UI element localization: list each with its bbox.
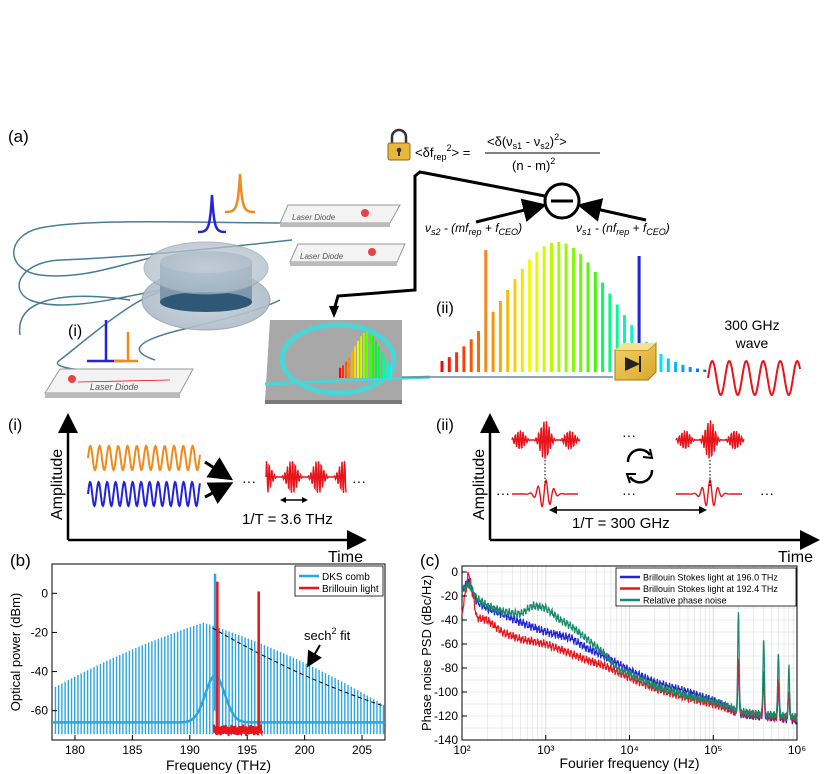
plot-frame-b <box>51 563 386 741</box>
laser-diode-1: Laser Diode <box>279 204 401 227</box>
legend-b <box>294 565 384 597</box>
fiber-spool <box>141 241 271 331</box>
x-tick-label-b: 200 <box>295 743 315 757</box>
x-tick-label-c: 10² <box>453 743 470 757</box>
x-tick-label-b: 185 <box>122 743 142 757</box>
sub-ii-dots-2: ··· <box>622 427 636 443</box>
sub-i-dots-left: ··· <box>242 473 256 489</box>
wave-label-2: wave <box>735 335 769 351</box>
sech-fit-line <box>212 627 382 706</box>
legend-label-c: Brillouin Stokes light at 192.4 THz <box>643 584 778 594</box>
y-tick-label-b: -60 <box>31 704 49 718</box>
thz-wave <box>707 360 801 396</box>
chart-b: 180 185 190 195 200 205 0 -20 -40 -60 Frequency (T… <box>8 551 386 773</box>
x-tick-label-b: 195 <box>237 743 257 757</box>
lock-icon <box>387 128 411 161</box>
microresonator-chip <box>264 320 431 404</box>
x-axis-label-c: Fourier frequency (Hz) <box>559 755 699 771</box>
subtractor-icon <box>543 182 581 220</box>
sub-ii-dots-3: ··· <box>622 485 636 501</box>
orange-sine-wave <box>87 444 201 472</box>
x-tick-label-c: 10⁵ <box>704 743 722 757</box>
laser-diode-3: Laser Diode <box>44 368 194 398</box>
legend-c <box>615 567 797 607</box>
x-tick-label-b: 190 <box>180 743 200 757</box>
y-tick-label-c: 0 <box>451 565 458 579</box>
beat-waveform-i <box>265 461 347 493</box>
feedback-path <box>332 170 546 311</box>
wave-label-1: 300 GHz <box>724 317 779 333</box>
series-line-c <box>461 578 798 725</box>
x-tick-label-b: 205 <box>352 743 372 757</box>
sub-i-ylabel: Amplitude <box>49 449 66 520</box>
microwave-pulse-right <box>676 478 742 507</box>
y-tick-label-c: -40 <box>441 613 459 627</box>
sub-ii-ylabel: Amplitude <box>471 449 488 520</box>
sub-i-dots-right: ··· <box>352 473 366 489</box>
blue-sine-wave <box>87 480 201 508</box>
orange-laser-line <box>224 173 256 214</box>
sub-i-period: 1/T = 3.6 THz <box>242 511 333 528</box>
y-tick-label-c: -80 <box>441 661 459 675</box>
y-tick-label-c: -100 <box>434 685 458 699</box>
sub-ii-dots-1: ··· <box>496 485 510 501</box>
svg-text:(n - m)2: (n - m)2 <box>512 156 555 173</box>
brillouin-floor <box>212 723 264 737</box>
panel-b-label: (b) <box>10 551 31 570</box>
svg-text:<δ(νs1 - νs2)2>: <δ(νs1 - νs2)2> <box>487 132 567 151</box>
y-tick-label-b: -20 <box>31 625 49 639</box>
svg-text:Laser Diode: Laser Diode <box>292 213 336 222</box>
svg-text:<δfrep2> =: <δfrep2> = <box>415 143 470 162</box>
x-tick-label-c: 10⁶ <box>788 743 806 757</box>
panel-c-label: (c) <box>420 551 440 570</box>
y-tick-label-c: -120 <box>434 709 458 723</box>
chart-c: 10² 10³ 10⁴ 10⁵ 10⁶ 0 -20 -40 -60 -80 -100 -120 -140… <box>419 551 806 771</box>
laser-diode-2: Laser Diode <box>289 243 406 266</box>
sub-ii-dots-4: ··· <box>760 485 774 501</box>
blue-laser-line <box>197 194 227 234</box>
legend-label-c: Relative phase noise <box>643 596 727 606</box>
annotation-arrow <box>306 644 322 668</box>
optical-pulse-left <box>511 421 581 459</box>
y-axis-label-b: Optical power (dBm) <box>8 593 23 711</box>
marker-ii-a: (ii) <box>436 300 454 317</box>
y-tick-label-c: -60 <box>441 637 459 651</box>
sech-fit-annotation: sech2 fit <box>304 626 351 643</box>
series-line-c <box>461 581 798 723</box>
chip-comb-lines <box>339 332 392 378</box>
x-tick-label-c: 10³ <box>537 743 554 757</box>
right-beat-label: νs1 - (nfrep + fCEO) <box>576 221 670 237</box>
comb-spectrum <box>440 242 707 372</box>
photodiode-icon <box>614 341 657 381</box>
svg-text:Laser Diode: Laser Diode <box>300 252 344 261</box>
optical-pulse-right <box>675 420 745 459</box>
x-tick-label-c: 10⁴ <box>620 743 639 757</box>
repetition-rate-formula: <δfrep2> = <δ(νs1 - νs2)2> (n - m)2 <box>415 132 600 173</box>
marker-i-a: (i) <box>68 323 82 340</box>
microwave-pulse-left <box>512 478 578 508</box>
left-beat-label: νs2 - (mfrep + fCEO) <box>425 221 522 237</box>
y-tick-label-b: 0 <box>41 586 48 600</box>
panel-a-label: (a) <box>8 127 29 146</box>
sub-ii-period: 1/T = 300 GHz <box>572 515 670 532</box>
sub-ii-label: (ii) <box>436 417 454 434</box>
svg-text:Laser Diode: Laser Diode <box>90 382 139 392</box>
cycle-icon <box>625 448 654 484</box>
sub-i-xlabel: Time <box>328 549 363 566</box>
x-axis-label-b: Frequency (THz) <box>166 757 271 773</box>
x-tick-label-b: 180 <box>65 743 85 757</box>
legend-label-c: Brillouin Stokes light at 196.0 THz <box>643 573 778 583</box>
legend-label-b: DKS comb <box>322 572 370 583</box>
y-axis-label-c: Phase noise PSD (dBc/Hz) <box>419 575 434 731</box>
y-tick-label-b: -40 <box>31 665 49 679</box>
legend-label-b: Brillouin light <box>322 584 379 595</box>
y-tick-label-c: -20 <box>441 589 459 603</box>
y-tick-label-c: -140 <box>434 733 458 747</box>
sub-i-label: (i) <box>8 417 22 434</box>
sub-ii-xlabel: Time <box>778 549 813 566</box>
